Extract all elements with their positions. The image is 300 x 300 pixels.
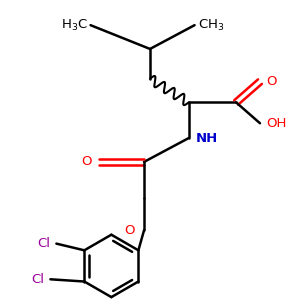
- Text: O: O: [266, 75, 276, 88]
- Text: O: O: [82, 155, 92, 168]
- Text: OH: OH: [266, 117, 286, 130]
- Text: O: O: [124, 224, 135, 237]
- Text: NH: NH: [196, 132, 218, 145]
- Text: $\mathregular{CH_3}$: $\mathregular{CH_3}$: [198, 18, 224, 33]
- Text: $\mathregular{H_3C}$: $\mathregular{H_3C}$: [61, 18, 88, 33]
- Text: Cl: Cl: [38, 237, 50, 250]
- Text: Cl: Cl: [32, 273, 44, 286]
